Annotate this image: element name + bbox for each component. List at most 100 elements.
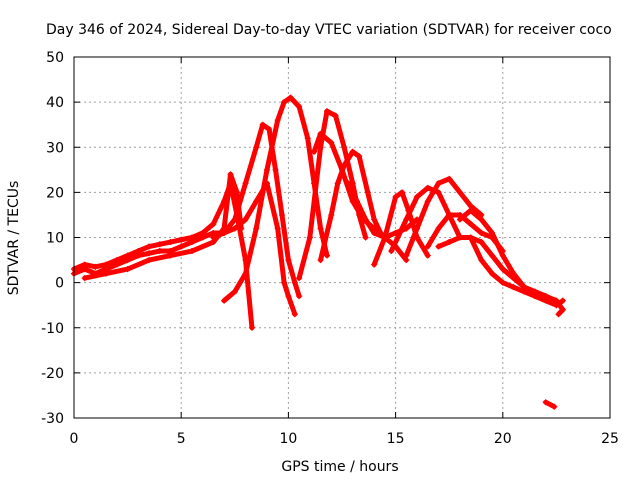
- data-track-segment: [414, 198, 431, 231]
- data-track-segment: [341, 149, 356, 168]
- data-point: [296, 293, 303, 300]
- data-point: [291, 311, 298, 318]
- series-track-17: [542, 399, 558, 410]
- data-track-segment: [103, 266, 131, 277]
- y-tick-label: 30: [46, 140, 64, 156]
- data-track-segment: [275, 225, 287, 286]
- data-track-segment: [82, 271, 109, 281]
- y-tick-label: 40: [46, 95, 64, 111]
- chart-title: Day 346 of 2024, Sidereal Day-to-day VTE…: [46, 22, 612, 38]
- data-track-segment: [273, 167, 285, 218]
- axis-ticks: 0 5 10 15 20 25 -30 -20 -10 0 10 20 30 40 50: [41, 50, 619, 447]
- data-track-segment: [292, 280, 302, 299]
- data-track-segment: [285, 257, 298, 286]
- data-point: [551, 403, 558, 410]
- series-track-16: [456, 207, 566, 318]
- data-track-segment: [478, 216, 495, 236]
- data-series: [71, 94, 566, 410]
- data-point: [555, 311, 562, 318]
- data-track-segment: [363, 216, 377, 236]
- x-axis-label: GPS time / hours: [281, 459, 398, 475]
- data-track-segment: [275, 99, 287, 123]
- data-track-segment: [264, 117, 281, 173]
- data-track-segment: [371, 235, 388, 268]
- data-track-segment: [318, 212, 334, 263]
- y-tick-label: 0: [55, 276, 64, 292]
- data-track-segment: [388, 216, 409, 254]
- data-track-segment: [279, 212, 291, 263]
- data-track-segment: [356, 153, 371, 195]
- y-tick-label: -20: [41, 366, 64, 382]
- y-tick-label: 50: [46, 50, 64, 66]
- data-track-segment: [253, 122, 266, 150]
- data-point: [424, 252, 431, 259]
- data-track-segment: [296, 104, 311, 141]
- data-track-segment: [500, 253, 517, 277]
- data-track-segment: [468, 235, 484, 263]
- data-track-segment: [264, 180, 281, 231]
- data-track-segment: [232, 180, 249, 222]
- data-track-segment: [221, 216, 238, 236]
- data-track-segment: [446, 176, 463, 195]
- data-point: [559, 297, 566, 304]
- data-track-segment: [243, 144, 259, 186]
- data-track-segment: [478, 239, 495, 259]
- data-track-segment: [167, 248, 195, 259]
- data-track-segment: [489, 253, 506, 272]
- data-track-segment: [556, 307, 566, 317]
- data-point: [362, 234, 369, 241]
- data-track-segment: [446, 212, 463, 240]
- data-track-segment: [253, 167, 270, 231]
- x-tick-label: 0: [70, 431, 79, 447]
- data-track-segment: [333, 113, 347, 150]
- series-track-2: [71, 180, 298, 318]
- data-track-segment: [210, 198, 227, 227]
- data-track-segment: [243, 225, 259, 277]
- data-track-segment: [354, 198, 369, 222]
- data-track-segment: [341, 144, 356, 186]
- x-tick-label: 10: [279, 431, 297, 447]
- data-track-segment: [243, 198, 259, 222]
- data-track-segment: [403, 225, 420, 259]
- y-tick-label: 10: [46, 231, 64, 247]
- data-track-segment: [296, 235, 313, 281]
- data-track-segment: [511, 271, 527, 290]
- data-track-segment: [414, 235, 431, 259]
- x-tick-label: 15: [387, 431, 405, 447]
- data-point: [248, 324, 255, 331]
- data-track-segment: [457, 189, 474, 209]
- data-track-segment: [403, 194, 420, 222]
- y-tick-label: 20: [46, 185, 64, 201]
- data-track-segment: [435, 212, 452, 231]
- x-tick-label: 5: [177, 431, 186, 447]
- data-track-segment: [425, 225, 441, 250]
- data-track-segment: [543, 399, 557, 410]
- data-track-segment: [328, 180, 341, 218]
- data-track-segment: [393, 244, 409, 263]
- data-track-segment: [232, 271, 249, 295]
- y-axis-label: SDTVAR / TECUs: [6, 181, 22, 296]
- data-point: [238, 225, 245, 232]
- data-track-segment: [399, 189, 411, 213]
- data-track-segment: [382, 194, 399, 240]
- data-track-segment: [125, 257, 152, 272]
- data-track-segment: [489, 230, 506, 259]
- data-track-segment: [228, 171, 240, 195]
- data-track-segment: [305, 135, 317, 186]
- data-track-segment: [307, 144, 324, 240]
- data-track-segment: [146, 253, 173, 263]
- data-track-segment: [328, 140, 345, 173]
- series-track-12: [403, 175, 485, 259]
- data-track-segment: [311, 131, 324, 155]
- x-tick-label: 25: [601, 431, 619, 447]
- series-track-5: [221, 94, 330, 304]
- data-track-segment: [478, 257, 495, 277]
- y-tick-label: -10: [41, 321, 64, 337]
- y-tick-label: -30: [41, 411, 64, 427]
- data-track-segment: [318, 108, 330, 150]
- data-track-segment: [285, 293, 298, 317]
- series-track-11: [388, 184, 463, 255]
- data-track-segment: [221, 171, 234, 231]
